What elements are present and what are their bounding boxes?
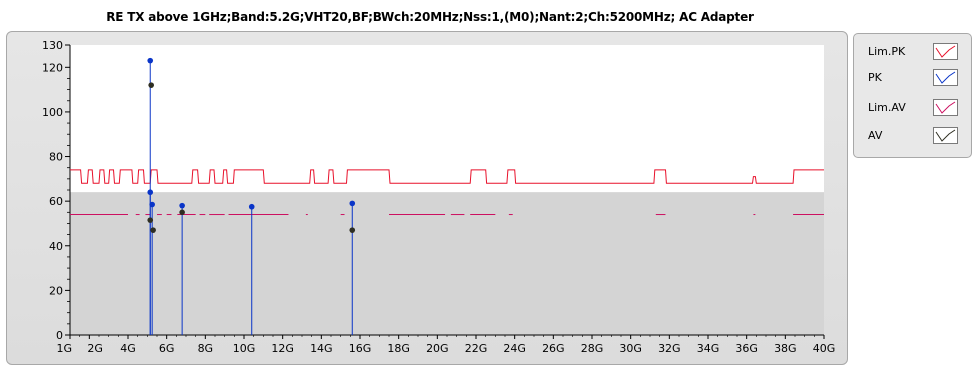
legend-label: Lim.PK xyxy=(868,45,906,58)
plot-area-lower xyxy=(70,192,824,335)
pk-point xyxy=(349,200,356,207)
legend: Lim.PK PK Lim.AV AV xyxy=(853,33,972,158)
x-tick-label: 36G xyxy=(735,342,758,355)
x-tick-label: 40G xyxy=(813,342,836,355)
x-tick-label: 22G xyxy=(465,342,488,355)
y-tick-label: 40 xyxy=(49,240,63,253)
x-tick-label: 8G xyxy=(198,342,214,355)
pk-point xyxy=(179,202,185,209)
x-tick-label: 28G xyxy=(581,342,604,355)
line-swatch-graphic xyxy=(935,71,956,84)
y-tick-label: 20 xyxy=(49,284,63,297)
chart-frame: 0 20 40 60 80 100 120 130 1G 2G 4G 6G 8G 10G 12G 14G 16G… xyxy=(6,31,848,365)
y-tick-label: 120 xyxy=(42,61,63,74)
limit-pk-line xyxy=(70,169,824,184)
x-tick-label: 38G xyxy=(774,342,797,355)
line-swatch-graphic xyxy=(935,101,956,114)
legend-label: AV xyxy=(868,129,883,142)
legend-item-lim-av: Lim.AV xyxy=(858,96,969,121)
x-tick-label: 20G xyxy=(426,342,449,355)
plot-area-upper xyxy=(70,45,824,193)
av-point xyxy=(349,227,356,233)
swatch-line xyxy=(935,129,956,142)
x-tick-label: 10G xyxy=(233,342,256,355)
x-tick-label: 4G xyxy=(120,342,136,355)
line-swatch-icon xyxy=(933,69,958,86)
pk-point xyxy=(147,189,154,196)
legend-item-pk: PK xyxy=(858,66,969,91)
y-tick-label: 130 xyxy=(42,39,63,52)
av-point xyxy=(150,227,156,233)
chart-title: RE TX above 1GHz;Band:5.2G;VHT20,BF;BWch… xyxy=(106,10,754,24)
y-tick-label: 0 xyxy=(56,329,63,342)
x-tick-label: 30G xyxy=(619,342,642,355)
legend-item-lim-pk: Lim.PK xyxy=(858,40,969,65)
x-tick-label: 2G xyxy=(87,342,103,355)
legend-label: PK xyxy=(868,71,882,84)
legend-label: Lim.AV xyxy=(868,101,906,114)
y-tick-label: 60 xyxy=(49,195,63,208)
x-tick-label: 1G xyxy=(56,342,72,355)
line-swatch-icon xyxy=(933,99,958,116)
y-tick-label: 80 xyxy=(49,151,63,164)
line-swatch-graphic xyxy=(935,129,956,142)
y-tick-label: 100 xyxy=(42,106,63,119)
x-tick-label: 18G xyxy=(387,342,410,355)
legend-item-av: AV xyxy=(858,124,969,149)
swatch-line xyxy=(935,71,956,84)
av-point xyxy=(147,217,154,223)
av-point xyxy=(179,209,185,216)
av-point xyxy=(148,82,154,88)
x-tick-label: 32G xyxy=(658,342,681,355)
x-tick-label: 26G xyxy=(542,342,565,355)
line-swatch-graphic xyxy=(935,45,956,58)
line-swatch-icon xyxy=(933,43,958,60)
chart-plot: 0 20 40 60 80 100 120 130 1G 2G 4G 6G 8G 10G 12G 14G 16G… xyxy=(42,39,836,355)
swatch-line xyxy=(935,45,956,58)
x-tick-label: 12G xyxy=(271,342,294,355)
x-tick-label: 6G xyxy=(159,342,175,355)
x-tick-label: 24G xyxy=(503,342,526,355)
x-tick-label: 34G xyxy=(697,342,720,355)
swatch-line xyxy=(935,101,956,114)
x-tick-label: 16G xyxy=(349,342,372,355)
pk-point xyxy=(147,57,154,64)
line-swatch-icon xyxy=(933,127,958,144)
pk-point xyxy=(248,203,255,210)
pk-point xyxy=(149,201,155,208)
x-tick-label: 14G xyxy=(310,342,333,355)
